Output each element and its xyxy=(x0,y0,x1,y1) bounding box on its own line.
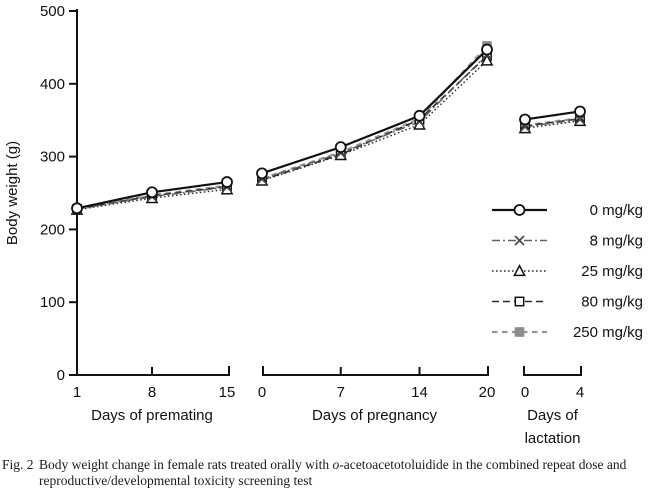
x-axis-segment-title: Days of premating xyxy=(91,407,213,424)
legend-item: 8 mg/kg xyxy=(492,233,643,250)
x-tick-label: 15 xyxy=(219,384,236,401)
legend-item: 25 mg/kg xyxy=(492,263,643,280)
legend: 0 mg/kg 8 mg/kg 25 mg/kg 80 mg/kg 250 mg/kg xyxy=(492,202,643,341)
open-circle-marker xyxy=(519,113,531,126)
legend-label: 80 mg/kg xyxy=(581,294,643,311)
x-tick-label: 8 xyxy=(148,384,156,401)
x-axis-segment-title: Days of xyxy=(527,407,579,424)
legend-item: 80 mg/kg xyxy=(492,294,643,311)
caption-text: Body weight change in female rats treate… xyxy=(39,457,654,489)
legend-label: 0 mg/kg xyxy=(590,202,643,219)
open-circle-marker xyxy=(574,105,586,118)
x-tick-label: 1 xyxy=(73,384,81,401)
open-triangle-marker xyxy=(513,263,526,277)
open-square-marker xyxy=(514,296,525,307)
series-line xyxy=(76,185,228,210)
x-marker xyxy=(514,235,525,246)
open-circle-marker xyxy=(513,204,526,216)
y-tick-label: 300 xyxy=(40,149,65,166)
open-triangle-marker xyxy=(480,53,494,66)
open-circle-marker xyxy=(221,176,233,188)
open-circle-marker xyxy=(334,141,347,154)
open-circle-marker xyxy=(146,186,158,199)
open-circle-marker xyxy=(71,202,83,215)
x-tick-label: 7 xyxy=(337,384,345,401)
legend-label: 250 mg/kg xyxy=(573,324,643,341)
x-axis-segment-title: Days of pregnancy xyxy=(312,407,438,424)
x-tick-label: 0 xyxy=(258,384,266,401)
legend-label: 25 mg/kg xyxy=(581,263,643,280)
x-tick-label: 20 xyxy=(479,384,496,401)
series-line xyxy=(76,188,228,211)
y-tick-label: 200 xyxy=(40,221,65,238)
legend-label: 8 mg/kg xyxy=(590,233,643,250)
y-axis-title: Body weight (g) xyxy=(4,141,21,245)
series-line xyxy=(261,48,488,175)
y-tick-label: 400 xyxy=(40,76,65,93)
y-tick-label: 100 xyxy=(40,294,65,311)
series-line xyxy=(261,59,488,182)
y-tick-label: 0 xyxy=(57,367,65,384)
series-line xyxy=(524,110,581,121)
figure-caption: Fig. 2 Body weight change in female rats… xyxy=(0,455,658,489)
open-circle-marker xyxy=(413,109,426,122)
x-tick-label: 14 xyxy=(411,384,428,401)
open-circle-marker xyxy=(256,167,268,180)
caption-part2: -acetoacetotoluidide in the combined rep… xyxy=(39,457,627,488)
series-line xyxy=(261,45,488,180)
caption-part1: Body weight change in female rats treate… xyxy=(39,457,333,472)
y-tick-label: 500 xyxy=(40,3,65,20)
x-axis-segment-title: lactation xyxy=(525,430,581,447)
x-tick-label: 4 xyxy=(576,384,584,401)
filled-square-marker xyxy=(514,327,525,337)
figure-number: Fig. 2 xyxy=(2,457,34,472)
series-line xyxy=(261,54,488,180)
series-line xyxy=(524,118,581,128)
compound-name-italic-o: o xyxy=(332,457,340,472)
open-circle-marker xyxy=(481,43,493,56)
series-line xyxy=(524,120,581,129)
legend-item: 0 mg/kg xyxy=(492,202,643,219)
legend-item: 250 mg/kg xyxy=(492,324,643,341)
x-tick-label: 0 xyxy=(521,384,529,401)
